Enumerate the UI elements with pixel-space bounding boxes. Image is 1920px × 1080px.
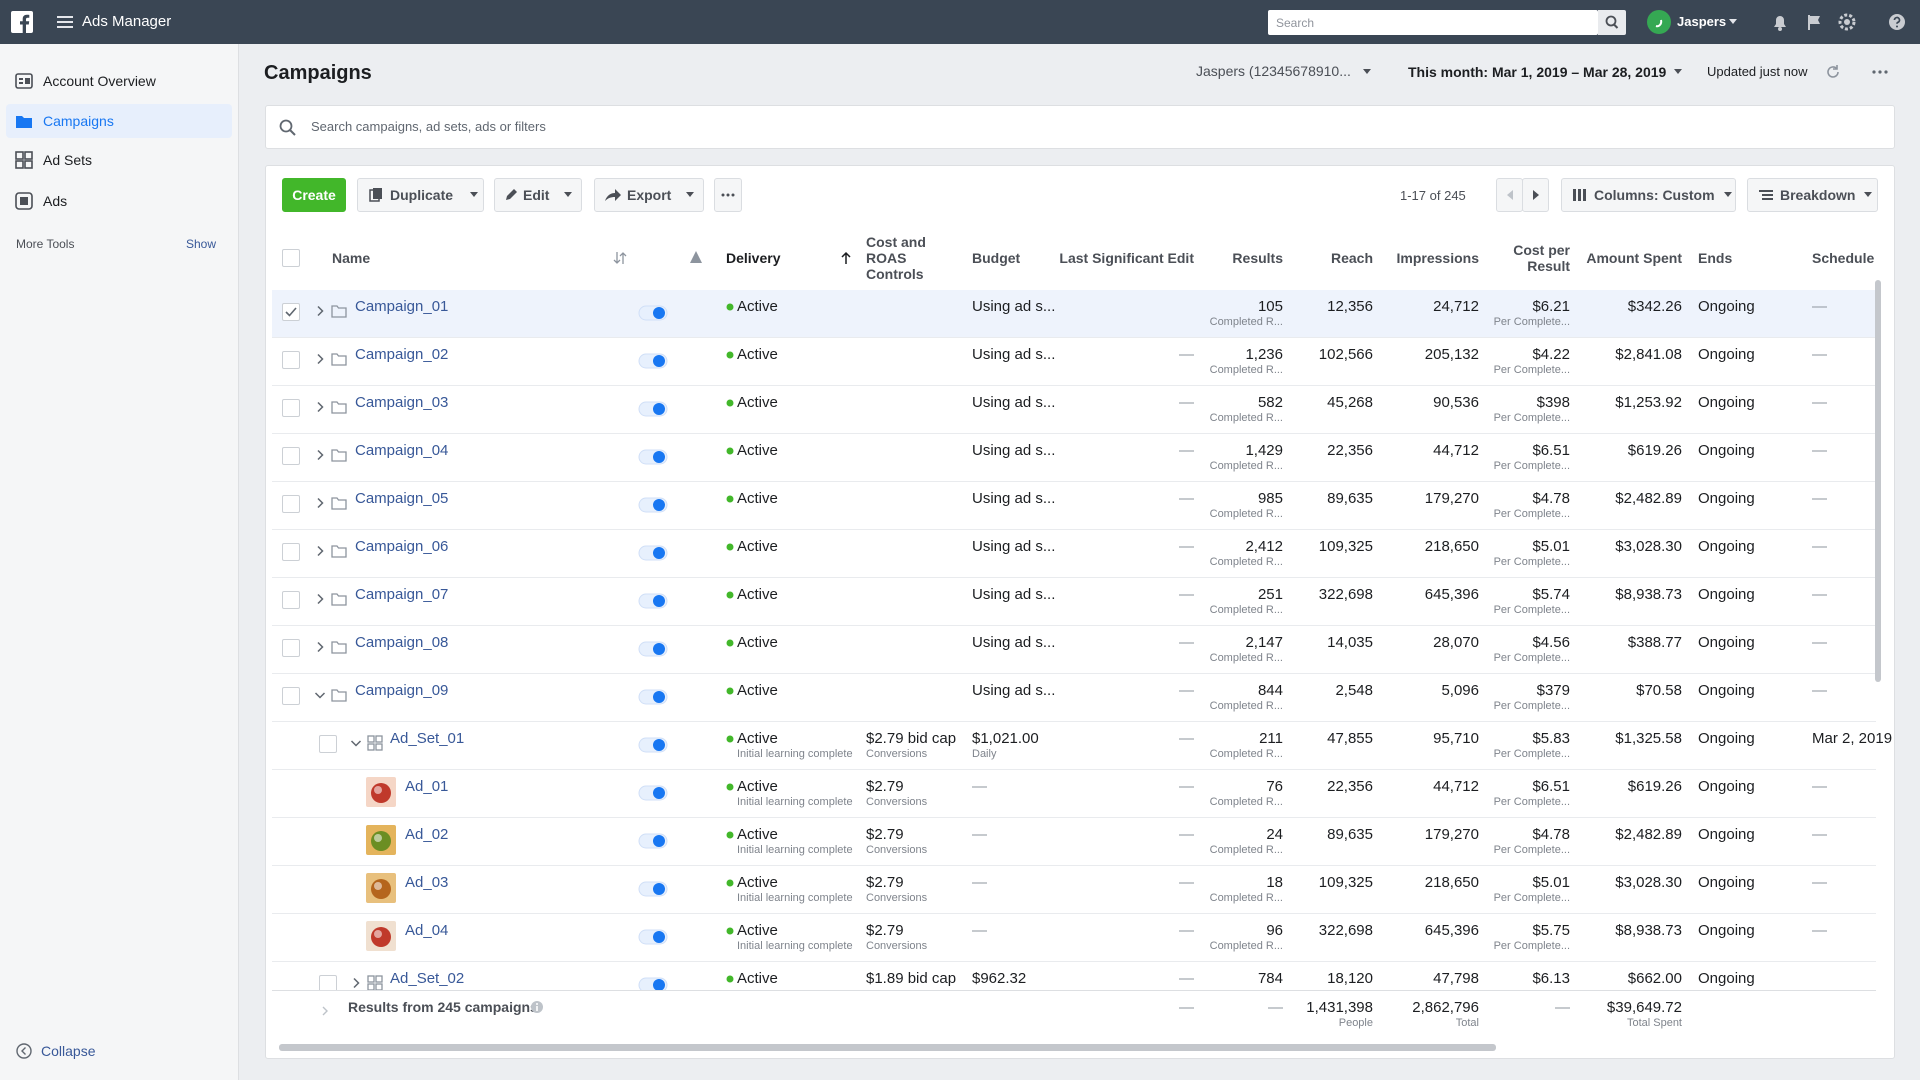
- duplicate-button[interactable]: Duplicate: [357, 178, 484, 212]
- breakdown-button[interactable]: Breakdown: [1747, 178, 1878, 212]
- notifications-icon[interactable]: [1770, 12, 1790, 32]
- sidebar-icon: [15, 151, 33, 169]
- collapse-link[interactable]: Collapse: [41, 1043, 96, 1059]
- more-actions-button[interactable]: [714, 178, 742, 212]
- edit-label: Edit: [523, 187, 550, 203]
- next-page[interactable]: [1522, 178, 1549, 212]
- collapse-icon[interactable]: [16, 1043, 32, 1059]
- account-selector[interactable]: Jaspers (12345678910...: [1196, 63, 1351, 79]
- sidebar-icon: [15, 73, 33, 89]
- global-search[interactable]: Search: [1268, 10, 1598, 35]
- user-avatar[interactable]: [1647, 10, 1671, 34]
- sidebar-label: Campaigns: [43, 113, 114, 129]
- show-link[interactable]: Show: [186, 237, 217, 251]
- sidebar-item[interactable]: Campaigns: [6, 104, 232, 138]
- duplicate-label: Duplicate: [390, 187, 454, 203]
- sidebar-label: Account Overview: [43, 73, 156, 89]
- export-label: Export: [627, 187, 672, 203]
- app-name: Ads Manager: [82, 13, 172, 30]
- columns-button[interactable]: Columns: Custom: [1561, 178, 1736, 212]
- settings-icon[interactable]: [1837, 12, 1857, 32]
- edit-button[interactable]: Edit: [494, 178, 582, 212]
- help-icon[interactable]: [1887, 12, 1907, 32]
- campaign-panel: [265, 165, 1895, 1059]
- pagination: 1-17 of 245: [1400, 188, 1466, 203]
- previous-page[interactable]: [1496, 178, 1523, 212]
- create-label: Create: [292, 187, 336, 203]
- more-tools-label: More Tools: [16, 237, 75, 251]
- menu-icon[interactable]: [57, 15, 73, 29]
- user-name[interactable]: Jaspers: [1677, 14, 1727, 29]
- user-dropdown[interactable]: [1728, 18, 1738, 26]
- date-dropdown[interactable]: [1673, 68, 1683, 76]
- account-dropdown[interactable]: [1362, 68, 1372, 76]
- more-options[interactable]: [1870, 64, 1890, 80]
- sidebar-icon: [16, 116, 32, 128]
- sidebar-item[interactable]: Account Overview: [6, 64, 232, 98]
- flag-icon[interactable]: [1804, 12, 1824, 32]
- sidebar: Account Overview Campaigns Ad Sets Ads More …: [0, 44, 239, 1080]
- updated-status: Updated just now: [1707, 64, 1808, 79]
- filter-placeholder: Search campaigns, ad sets, ads or filter…: [311, 119, 546, 134]
- sidebar-label: Ad Sets: [43, 152, 93, 168]
- columns-label: Columns: Custom: [1594, 187, 1715, 203]
- export-button[interactable]: Export: [594, 178, 704, 212]
- refresh-icon[interactable]: [1824, 63, 1842, 81]
- filter-bar[interactable]: Search campaigns, ad sets, ads or filter…: [265, 105, 1895, 149]
- sidebar-label: Ads: [43, 193, 68, 209]
- search-icon: [279, 119, 296, 136]
- date-range[interactable]: This month: Mar 1, 2019 – Mar 28, 2019: [1408, 64, 1667, 80]
- search-placeholder: Search: [1276, 16, 1315, 30]
- sidebar-item[interactable]: Ad Sets: [6, 143, 232, 177]
- top-bar: Ads Manager Search Jaspers: [0, 0, 1920, 44]
- search-button[interactable]: [1598, 10, 1626, 35]
- page-title: Campaigns: [264, 62, 372, 84]
- create-button[interactable]: Create: [282, 178, 346, 212]
- breakdown-label: Breakdown: [1780, 187, 1856, 203]
- sidebar-icon: [15, 192, 33, 210]
- facebook-logo[interactable]: [11, 11, 33, 33]
- sidebar-item[interactable]: Ads: [6, 184, 232, 218]
